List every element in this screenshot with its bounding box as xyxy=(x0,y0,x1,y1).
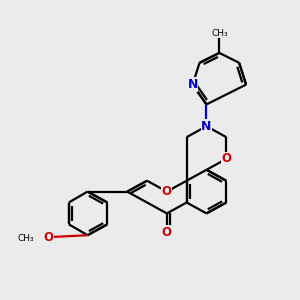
Text: N: N xyxy=(201,120,212,133)
Text: CH₃: CH₃ xyxy=(211,28,228,38)
Text: O: O xyxy=(221,152,231,165)
Text: O: O xyxy=(162,185,172,198)
Text: O: O xyxy=(43,231,53,244)
Text: O: O xyxy=(162,226,172,239)
Text: N: N xyxy=(188,78,198,91)
Text: CH₃: CH₃ xyxy=(18,234,34,243)
